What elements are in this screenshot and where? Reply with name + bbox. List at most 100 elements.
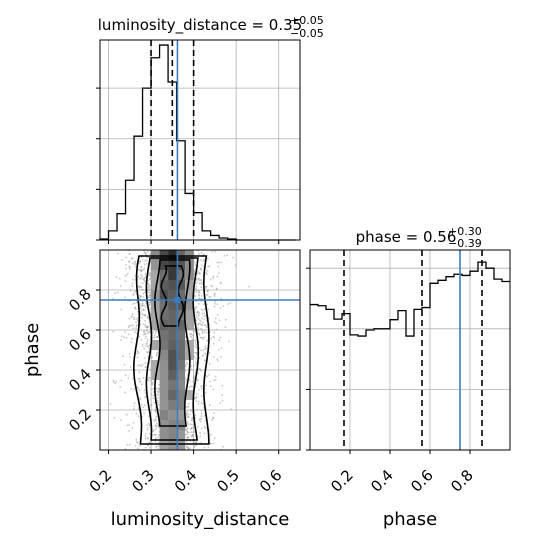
joint-point <box>114 382 117 385</box>
joint-point <box>228 340 230 343</box>
joint-point <box>131 282 134 285</box>
joint-point <box>213 331 216 334</box>
joint-point <box>157 436 159 439</box>
joint-point <box>193 327 196 330</box>
joint-density-cell <box>159 430 169 440</box>
joint-point <box>147 331 150 333</box>
joint-point <box>112 297 114 300</box>
joint-point <box>157 426 160 429</box>
joint-point <box>200 264 203 267</box>
joint-density-cell <box>176 350 186 360</box>
joint-point <box>144 253 147 256</box>
joint-point <box>137 447 139 450</box>
joint-point <box>195 362 198 365</box>
joint-point <box>204 329 207 331</box>
joint-point <box>198 357 201 359</box>
joint-point <box>194 345 197 348</box>
joint-density-cell <box>185 340 194 350</box>
joint-point <box>193 355 196 358</box>
joint-point <box>141 383 143 385</box>
joint-point <box>149 424 151 427</box>
joint-point <box>200 409 203 412</box>
joint-density-cell <box>168 380 177 390</box>
joint-point <box>155 446 158 448</box>
joint-ytick-label-2: 0.6 <box>65 325 95 355</box>
luminosity-distance-histogram-panel: luminosity_distance = 0.35 +0.05 −0.05 <box>96 14 324 244</box>
joint-point <box>154 330 157 333</box>
joint-point <box>150 379 152 382</box>
joint-point <box>144 366 147 368</box>
joint-point <box>118 277 121 280</box>
joint-point <box>189 447 192 450</box>
joint-density-cell <box>151 360 160 370</box>
joint-point <box>215 287 218 290</box>
joint-density-cell <box>159 420 169 430</box>
joint-point <box>151 388 153 391</box>
joint-point <box>132 262 135 265</box>
joint-point <box>147 256 149 259</box>
joint-density-cell <box>168 370 177 380</box>
joint-point <box>125 267 127 270</box>
joint-density-cell <box>185 280 194 290</box>
joint-point <box>120 339 122 341</box>
joint-point <box>144 392 147 394</box>
joint-point <box>115 276 118 279</box>
joint-density-cell <box>176 410 186 420</box>
joint-point <box>124 448 127 450</box>
joint-point <box>138 371 141 374</box>
joint-xtick-label-3: 0.5 <box>213 466 243 496</box>
joint-point <box>144 435 147 437</box>
joint-point <box>185 412 188 414</box>
joint-point <box>197 400 200 403</box>
joint-point <box>195 314 198 316</box>
joint-point <box>230 408 232 411</box>
joint-point <box>218 319 221 322</box>
joint-point <box>187 423 190 426</box>
joint-point <box>148 422 150 425</box>
joint-density-cell <box>159 390 169 400</box>
joint-point <box>216 261 219 264</box>
joint-point <box>195 277 198 280</box>
joint-density-cell <box>151 320 160 330</box>
joint-point <box>141 363 144 366</box>
joint-point <box>204 391 207 394</box>
joint-point <box>221 385 224 387</box>
joint-point <box>148 303 151 306</box>
joint-point <box>129 267 131 270</box>
joint-point <box>189 410 192 413</box>
joint-point <box>142 308 145 310</box>
joint-point <box>214 250 217 253</box>
joint-point <box>155 425 158 428</box>
joint-point <box>154 433 157 436</box>
joint-point <box>144 325 147 328</box>
joint-point <box>143 277 146 280</box>
joint-point <box>203 426 206 428</box>
joint-point <box>201 309 204 312</box>
joint-point <box>133 402 136 405</box>
joint-point <box>148 289 151 291</box>
joint-point <box>149 291 152 294</box>
joint-point <box>203 324 206 327</box>
joint-ytick-label-3: 0.8 <box>65 285 95 315</box>
joint-point <box>143 389 146 392</box>
joint-point <box>208 362 211 365</box>
joint-point <box>217 272 220 274</box>
joint-point <box>153 336 156 339</box>
joint-point <box>135 318 138 320</box>
joint-point <box>200 395 203 397</box>
joint-point <box>149 446 152 449</box>
joint-point <box>138 389 141 391</box>
phase-title-lower: −0.39 <box>448 237 482 250</box>
joint-point <box>191 338 194 341</box>
joint-point <box>138 445 141 447</box>
joint-point <box>226 254 229 257</box>
joint-point <box>229 302 232 304</box>
joint-point <box>137 415 140 418</box>
joint-point <box>194 371 197 374</box>
joint-point <box>140 286 143 289</box>
joint-density-cell <box>176 360 186 370</box>
joint-density-cell <box>176 250 186 260</box>
joint-point <box>190 385 193 387</box>
joint-point <box>142 377 145 379</box>
joint-point <box>147 351 149 354</box>
